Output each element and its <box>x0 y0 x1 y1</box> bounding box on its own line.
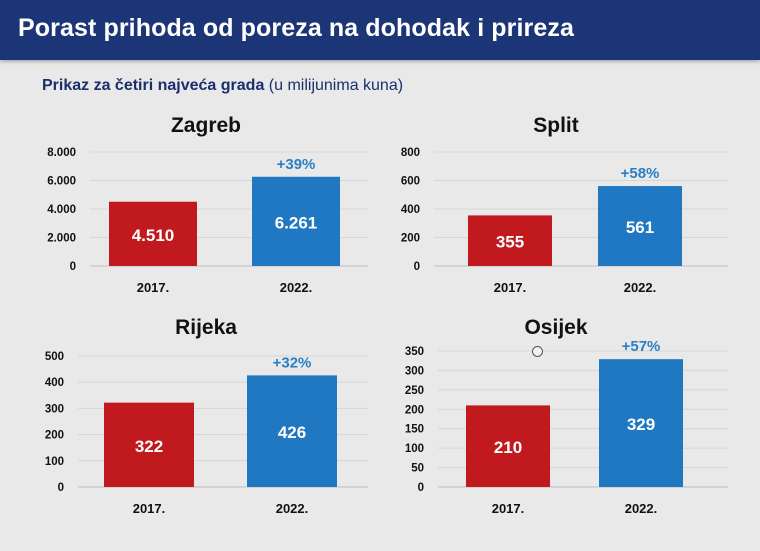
bar-2022 <box>598 186 682 266</box>
y-tick-label: 150 <box>405 424 424 436</box>
x-tick-label: 2022. <box>624 280 657 295</box>
growth-label: +39% <box>277 156 316 173</box>
chart-title: Zagreb <box>171 114 241 137</box>
bar-2017 <box>104 402 194 487</box>
bar-value-label: 6.261 <box>275 213 318 232</box>
page-title: Porast prihoda od poreza na dohodak i pr… <box>18 14 574 42</box>
bar-2017 <box>468 215 552 266</box>
bar-2022 <box>252 176 340 266</box>
x-tick-label: 2017. <box>137 280 170 295</box>
y-tick-label: 100 <box>45 456 64 468</box>
subtitle-unit: (u milijunima kuna) <box>264 77 404 94</box>
chart-split: Split 0 200 400 600 800 355 2017. 561 2022. +58% <box>388 108 748 333</box>
chart-rijeka: Rijeka 0 100 200 300 400 500 322 2017. 426 2022. +3… <box>28 310 388 535</box>
bar-2022 <box>247 375 337 487</box>
growth-label: +32% <box>273 354 312 371</box>
bar-2017 <box>109 201 197 266</box>
y-tick-label: 200 <box>45 430 64 442</box>
y-tick-label: 8.000 <box>47 147 76 159</box>
y-tick-label: 300 <box>45 403 64 415</box>
bar-value-label: 322 <box>135 437 163 456</box>
mouse-cursor-icon <box>532 346 543 357</box>
chart-title: Split <box>533 114 579 137</box>
y-tick-label: 0 <box>418 482 424 494</box>
y-tick-label: 300 <box>405 365 424 377</box>
bar-value-label: 329 <box>627 415 655 434</box>
bar-value-label: 210 <box>494 438 522 457</box>
y-tick-label: 500 <box>45 351 64 363</box>
x-tick-label: 2022. <box>625 501 658 516</box>
y-tick-label: 0 <box>414 261 420 273</box>
bar-2022 <box>599 359 683 487</box>
y-tick-label: 4.000 <box>47 204 76 216</box>
chart-svg-zagreb: Zagreb 0 2.000 4.000 6.000 8.000 4.510 2017. 6.2… <box>47 114 368 295</box>
x-tick-label: 2022. <box>280 280 313 295</box>
chart-osijek: Osijek 0 50 100 150 200 250 300 350 210 2017. 329 20… <box>388 310 748 535</box>
chart-title: Osijek <box>524 316 587 339</box>
header-bar: Porast prihoda od poreza na dohodak i pr… <box>0 0 760 60</box>
y-tick-label: 250 <box>405 385 424 397</box>
bar-value-label: 355 <box>496 233 524 252</box>
x-tick-label: 2017. <box>133 501 166 516</box>
y-tick-label: 0 <box>70 261 76 273</box>
chart-zagreb: Zagreb 0 2.000 4.000 6.000 8.000 4.510 2017. 6.2… <box>28 108 388 333</box>
y-tick-label: 2.000 <box>47 233 76 245</box>
y-tick-label: 50 <box>411 463 424 475</box>
x-tick-label: 2017. <box>492 501 525 516</box>
growth-label: +58% <box>621 165 660 182</box>
y-tick-label: 350 <box>405 346 424 358</box>
y-tick-label: 100 <box>405 443 424 455</box>
chart-svg-rijeka: Rijeka 0 100 200 300 400 500 322 2017. 426 2022. +3… <box>45 316 368 516</box>
chart-svg-osijek: Osijek 0 50 100 150 200 250 300 350 210 2017. 329 20… <box>405 316 728 516</box>
y-tick-label: 200 <box>405 404 424 416</box>
y-tick-label: 400 <box>401 204 420 216</box>
x-tick-label: 2017. <box>494 280 527 295</box>
y-tick-label: 400 <box>45 377 64 389</box>
bar-value-label: 561 <box>626 218 654 237</box>
bar-value-label: 4.510 <box>132 226 175 245</box>
chart-title: Rijeka <box>175 316 237 339</box>
y-tick-label: 6.000 <box>47 176 76 188</box>
bar-2017 <box>466 405 550 487</box>
y-tick-label: 200 <box>401 233 420 245</box>
bar-value-label: 426 <box>278 423 306 442</box>
y-tick-label: 800 <box>401 147 420 159</box>
subtitle: Prikaz za četiri najveća grada (u miliju… <box>42 77 403 95</box>
y-tick-label: 0 <box>58 482 64 494</box>
y-tick-label: 600 <box>401 176 420 188</box>
chart-svg-split: Split 0 200 400 600 800 355 2017. 561 2022. +58% <box>401 114 728 295</box>
subtitle-bold: Prikaz za četiri najveća grada <box>42 77 265 94</box>
x-tick-label: 2022. <box>276 501 309 516</box>
growth-label: +57% <box>622 338 661 355</box>
